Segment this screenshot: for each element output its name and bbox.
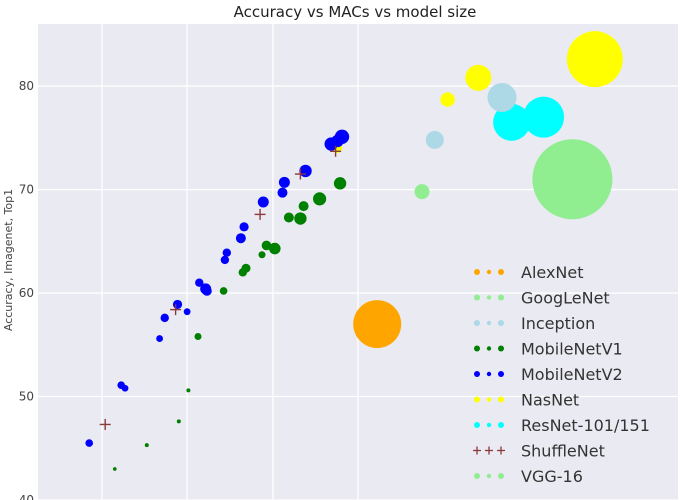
legend-label: GoogLeNet	[521, 289, 610, 308]
point-shufflenet	[170, 304, 182, 316]
legend-label: NasNet	[521, 391, 579, 410]
point-mobilenetv1	[194, 333, 202, 341]
point-mobilenetv2	[183, 308, 191, 316]
point-mobilenetv1	[333, 177, 347, 190]
point-shufflenet	[294, 168, 306, 180]
point-mobilenetv2	[334, 129, 350, 144]
point-mobilenetv1	[176, 419, 181, 424]
point-alexnet	[353, 300, 402, 349]
point-shufflenet	[99, 418, 111, 430]
point-inception	[425, 130, 444, 149]
legend-label: Inception	[521, 314, 595, 333]
grid	[38, 24, 678, 500]
y-tick-label: 60	[19, 286, 34, 300]
point-mobilenetv2	[172, 299, 183, 310]
legend-item-resnet-101-151: ResNet-101/151	[474, 416, 650, 435]
point-mobilenetv1	[298, 201, 309, 212]
legend: AlexNet GoogLeNet Inception MobileNetV1 Mobi…	[473, 263, 650, 486]
point-mobilenetv1	[261, 240, 272, 251]
point-mobilenetv2	[220, 255, 230, 265]
point-mobilenetv2	[299, 164, 312, 178]
point-mobilenetv1	[144, 443, 149, 448]
point-mobilenetv1	[283, 212, 294, 223]
point-mobilenetv1	[113, 467, 117, 471]
y-tick-label: 40	[19, 493, 34, 500]
legend-item-nasnet: NasNet	[474, 391, 579, 410]
point-vgg-16	[532, 139, 613, 220]
point-resnet-101-151	[493, 103, 531, 141]
point-mobilenetv2	[239, 222, 249, 232]
point-nasnet	[465, 64, 492, 91]
point-mobilenetv1	[258, 251, 266, 259]
point-shufflenet	[254, 208, 266, 220]
point-inception	[487, 82, 517, 112]
point-nasnet	[440, 92, 455, 107]
point-mobilenetv1	[313, 192, 327, 206]
point-mobilenetv2	[257, 196, 269, 208]
legend-label: MobileNetV1	[521, 340, 623, 359]
chart-title: Accuracy vs MACs vs model size	[234, 3, 477, 21]
legend-item-mobilenetv2: MobileNetV2	[474, 365, 623, 384]
point-mobilenetv2	[195, 278, 204, 287]
point-mobilenetv2	[156, 335, 164, 342]
y-tick-label: 80	[19, 79, 34, 93]
point-googlenet	[414, 184, 430, 200]
point-mobilenetv2	[202, 286, 212, 296]
legend-item-shufflenet: ShuffleNet	[473, 442, 605, 461]
legend-item-mobilenetv1: MobileNetV1	[474, 340, 623, 359]
point-mobilenetv1	[219, 287, 228, 295]
point-mobilenetv2	[160, 313, 169, 323]
legend-item-vgg-16: VGG-16	[474, 467, 583, 486]
point-mobilenetv2	[278, 176, 290, 188]
y-axis-ticks: 40 50 60 70 80	[19, 79, 34, 500]
legend-label: ResNet-101/151	[521, 416, 650, 435]
point-mobilenetv1	[294, 212, 307, 225]
legend-label: VGG-16	[521, 467, 583, 486]
point-mobilenetv1	[241, 263, 251, 273]
legend-label: ShuffleNet	[521, 442, 605, 461]
y-tick-label: 70	[19, 183, 34, 197]
point-mobilenetv2	[277, 187, 288, 198]
point-mobilenetv1	[269, 242, 281, 255]
legend-item-alexnet: AlexNet	[474, 263, 584, 282]
y-tick-label: 50	[19, 390, 34, 404]
point-nasnet	[566, 31, 623, 88]
point-mobilenetv2	[235, 233, 246, 244]
legend-item-inception: Inception	[474, 314, 595, 333]
point-shufflenet	[330, 145, 342, 157]
data-marks	[85, 31, 623, 471]
point-mobilenetv1	[186, 388, 191, 393]
legend-label: AlexNet	[521, 263, 584, 282]
legend-label: MobileNetV2	[521, 365, 623, 384]
point-mobilenetv2	[121, 384, 129, 392]
legend-item-googlenet: GoogLeNet	[474, 289, 610, 308]
point-mobilenetv2	[222, 248, 231, 257]
point-resnet-101-151	[523, 96, 565, 138]
point-mobilenetv2	[85, 439, 93, 447]
y-axis-label: Accuracy, Imagenet, Top1	[2, 189, 15, 331]
